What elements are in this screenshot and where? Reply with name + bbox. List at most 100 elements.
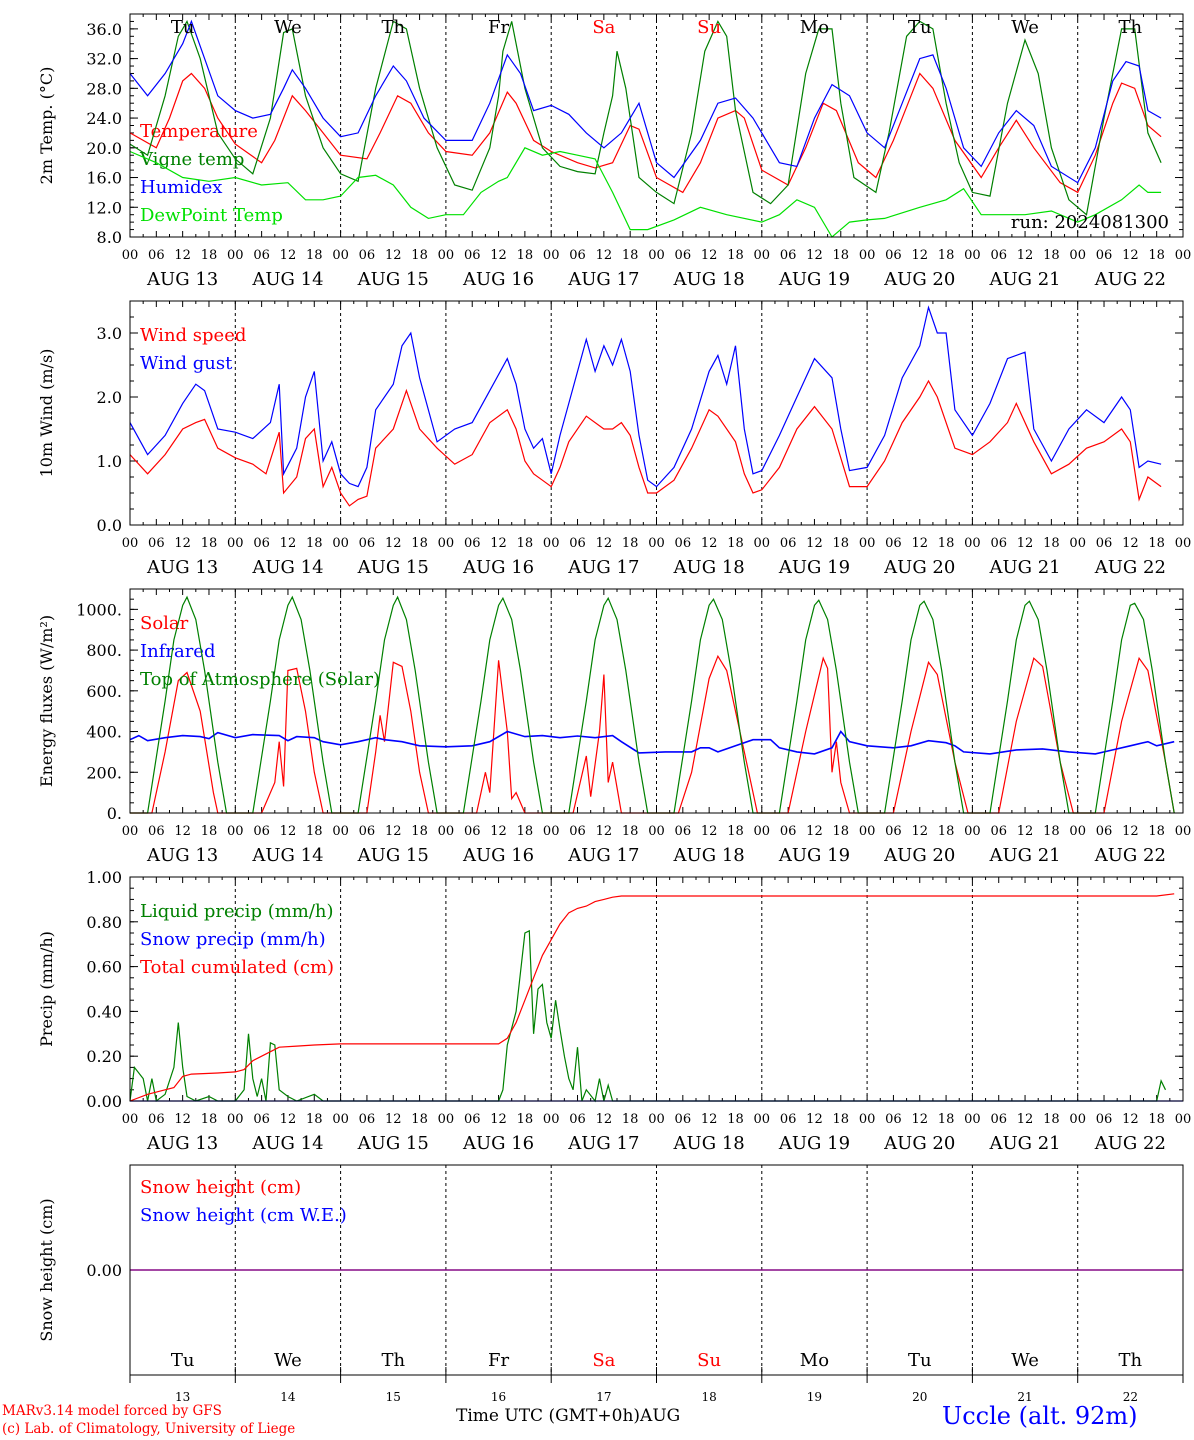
y-tick-label: 24.0	[86, 109, 122, 128]
panel-frame	[129, 876, 1184, 1102]
hour-label: 18	[1043, 824, 1060, 839]
hour-label: 12	[280, 1112, 297, 1127]
hour-label: 00	[964, 536, 981, 551]
date-label: AUG 22	[1094, 845, 1166, 866]
hour-label: 06	[675, 248, 692, 263]
hour-label: 06	[1096, 536, 1113, 551]
hour-label: 00	[964, 248, 981, 263]
hour-label: 18	[727, 248, 744, 263]
hour-label: 12	[174, 1112, 191, 1127]
hour-label: 12	[174, 824, 191, 839]
hour-label: 00	[648, 824, 665, 839]
series-dewpoint-temp	[129, 147, 1162, 238]
hour-label: 18	[411, 536, 428, 551]
weekday-label: Mo	[800, 17, 829, 38]
weekday-label: We	[1011, 1350, 1039, 1371]
y-tick-label: 12.0	[86, 198, 122, 217]
y-tick-label: 3.0	[97, 324, 122, 343]
run-label: run: 2024081300	[1011, 212, 1169, 233]
hour-label: 06	[148, 248, 165, 263]
hour-label: 06	[148, 536, 165, 551]
weekday-label: Fr	[488, 17, 509, 38]
hour-label: 00	[1175, 1112, 1192, 1127]
day-number-label: 22	[1123, 1390, 1138, 1404]
series-total-cumulated-cm	[129, 893, 1175, 1102]
day-number-label: 16	[491, 1390, 506, 1404]
hour-label: 18	[517, 824, 534, 839]
hour-label: 00	[122, 824, 139, 839]
hour-label: 18	[938, 1112, 955, 1127]
hour-label: 06	[990, 1112, 1007, 1127]
hour-label: 12	[490, 824, 507, 839]
hour-label: 12	[806, 248, 823, 263]
hour-label: 06	[359, 824, 376, 839]
weekday-label: Tu	[171, 17, 195, 38]
hour-label: 18	[727, 536, 744, 551]
weekday-label: Fr	[488, 1350, 509, 1371]
y-tick-label: 1.00	[86, 868, 122, 887]
hour-label: 18	[622, 1112, 639, 1127]
hour-label: 18	[938, 824, 955, 839]
date-label: AUG 22	[1094, 557, 1166, 578]
date-label: AUG 15	[357, 557, 429, 578]
hour-label: 18	[411, 824, 428, 839]
legend-entry: DewPoint Temp	[140, 205, 283, 226]
hour-label: 06	[990, 248, 1007, 263]
legend-entry: Solar	[140, 613, 189, 634]
hour-label: 00	[964, 824, 981, 839]
weekday-label: We	[274, 1350, 302, 1371]
date-label: AUG 22	[1094, 1133, 1166, 1154]
panel-energy: 0. 200. 400. 600. 800. 1000. Energy fluxes (W/…	[37, 588, 1191, 866]
date-label: AUG 13	[146, 557, 218, 578]
series-infrared	[129, 730, 1175, 755]
hour-label: 00	[543, 1112, 560, 1127]
date-label: AUG 16	[462, 269, 534, 290]
hour-label: 06	[1096, 824, 1113, 839]
hour-label: 00	[438, 1112, 455, 1127]
hour-label: 18	[517, 248, 534, 263]
series-humidex	[129, 19, 1162, 184]
hour-label: 00	[754, 1112, 771, 1127]
date-label: AUG 21	[988, 557, 1060, 578]
date-label: AUG 13	[146, 845, 218, 866]
hour-label: 12	[911, 248, 928, 263]
legend-entry: Snow height (cm)	[140, 1177, 301, 1198]
hour-label: 06	[359, 1112, 376, 1127]
y-tick-label: 0.00	[86, 1261, 122, 1280]
weekday-label: Tu	[908, 1350, 932, 1371]
month-label: AUG	[640, 1406, 681, 1426]
hour-label: 00	[1069, 1112, 1086, 1127]
hour-label: 06	[253, 1112, 270, 1127]
hour-label: 12	[385, 248, 402, 263]
hour-label: 06	[780, 536, 797, 551]
date-label: AUG 20	[883, 269, 955, 290]
date-label: AUG 21	[988, 269, 1060, 290]
legend-entry: Snow precip (mm/h)	[140, 929, 326, 950]
date-label: AUG 22	[1094, 269, 1166, 290]
hour-label: 00	[1069, 824, 1086, 839]
hour-label: 18	[727, 824, 744, 839]
credits-block: MARv3.14 model forced by GFS (c) Lab. of…	[2, 1402, 295, 1438]
hour-label: 12	[490, 248, 507, 263]
hour-label: 00	[1175, 248, 1192, 263]
date-label: AUG 14	[251, 269, 323, 290]
hour-label: 12	[1017, 536, 1034, 551]
date-label: AUG 20	[883, 1133, 955, 1154]
credit-line-lab: (c) Lab. of Climatology, University of L…	[2, 1421, 296, 1437]
hour-label: 12	[490, 536, 507, 551]
hour-label: 18	[201, 1112, 218, 1127]
station-label: Uccle (alt. 92m)	[942, 1402, 1138, 1430]
hour-label: 00	[543, 248, 560, 263]
legend-entry: Humidex	[140, 177, 222, 198]
hour-label: 12	[596, 536, 613, 551]
credit-line-model: MARv3.14 model forced by GFS	[2, 1403, 222, 1419]
hour-label: 06	[1096, 248, 1113, 263]
x-axis-title: Time UTC (GMT+0h)AUG	[456, 1406, 680, 1426]
y-axis-label: 2m Temp. (°C)	[37, 67, 56, 185]
y-tick-label: 0.20	[86, 1047, 122, 1066]
time-axis-title: Time UTC (GMT+0h)	[456, 1406, 641, 1426]
date-label: AUG 14	[251, 557, 323, 578]
y-tick-label: 200.	[86, 763, 122, 782]
hour-label: 18	[201, 824, 218, 839]
hour-label: 00	[227, 1112, 244, 1127]
